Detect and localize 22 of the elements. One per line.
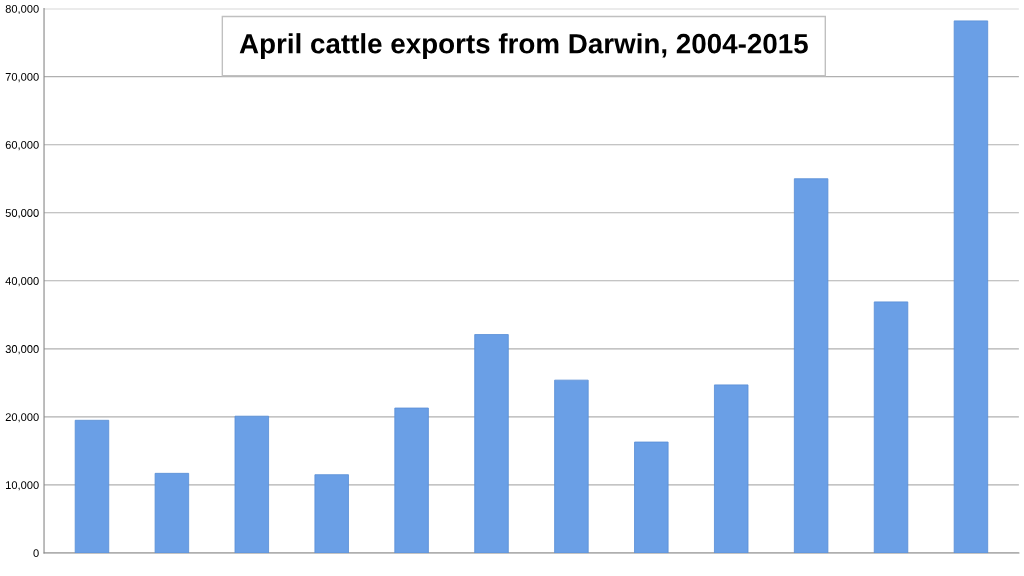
bar	[634, 441, 669, 553]
bar	[474, 334, 509, 553]
bar	[234, 415, 269, 553]
y-tick-label: 50,000	[5, 209, 39, 219]
y-tick-label: 20,000	[5, 413, 39, 423]
text: April cattle exports from Darwin, 2004-2015	[239, 33, 808, 60]
y-tick-label: 40,000	[5, 277, 39, 287]
y-tick-label: 0	[33, 549, 39, 558]
y-tick-label: 60,000	[5, 140, 39, 151]
bar	[154, 472, 190, 553]
bar	[314, 474, 349, 553]
bar	[793, 178, 829, 553]
y-tick-label: 80,000	[5, 4, 39, 15]
bar	[953, 20, 989, 553]
y-tick-label: 30,000	[5, 345, 39, 355]
bar	[394, 407, 429, 553]
bar	[714, 384, 749, 553]
bar	[873, 301, 909, 553]
bar	[74, 419, 110, 553]
y-tick-label: 10,000	[6, 481, 39, 491]
bar	[554, 379, 589, 553]
y-tick-label: 70,000	[5, 72, 39, 83]
